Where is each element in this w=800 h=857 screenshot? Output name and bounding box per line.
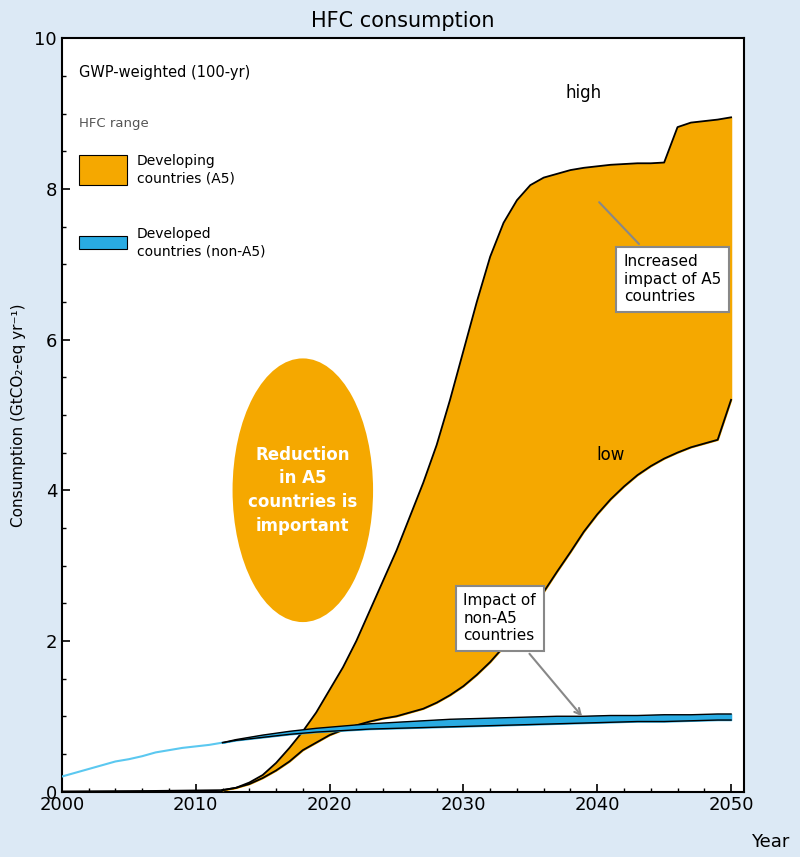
Title: HFC consumption: HFC consumption [311,11,495,31]
Text: Impact of
non-A5
countries: Impact of non-A5 countries [463,593,581,715]
Text: Developing
countries (A5): Developing countries (A5) [137,154,235,186]
FancyBboxPatch shape [79,155,126,185]
Text: HFC range: HFC range [79,117,149,130]
Text: Reduction
in A5
countries is
important: Reduction in A5 countries is important [248,446,358,535]
FancyBboxPatch shape [79,236,126,249]
Text: Developed
countries (non-A5): Developed countries (non-A5) [137,227,266,258]
Text: low: low [597,446,625,464]
Text: high: high [566,84,602,102]
Text: Increased
impact of A5
countries: Increased impact of A5 countries [599,202,722,304]
Ellipse shape [233,358,373,622]
Text: Year: Year [751,833,790,851]
Y-axis label: Consumption (GtCO₂-eq yr⁻¹): Consumption (GtCO₂-eq yr⁻¹) [11,303,26,527]
Text: GWP-weighted (100-yr): GWP-weighted (100-yr) [79,64,250,80]
